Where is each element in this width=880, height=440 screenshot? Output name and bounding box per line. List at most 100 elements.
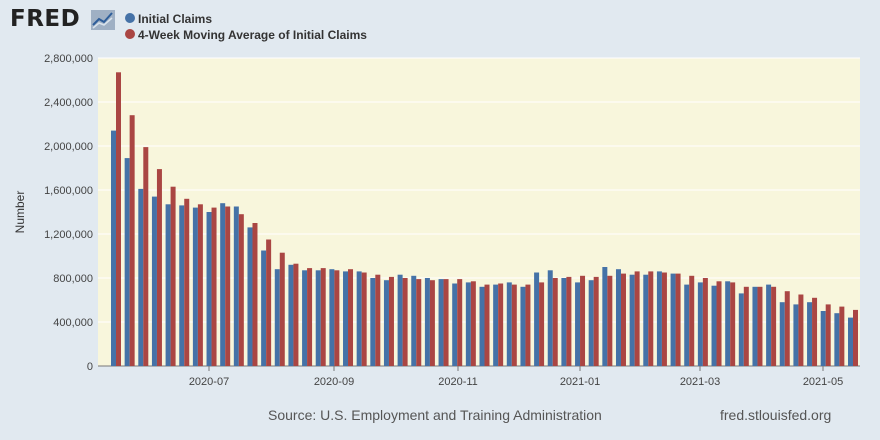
- bar-moving-average: [580, 275, 586, 366]
- bar-moving-average: [675, 273, 681, 366]
- bar-initial-claims: [848, 317, 853, 366]
- bar-moving-average: [225, 206, 231, 366]
- bar-moving-average: [593, 276, 599, 366]
- bar-moving-average: [525, 284, 531, 366]
- bar-initial-claims: [615, 269, 621, 366]
- bar-initial-claims: [588, 280, 594, 366]
- bar-moving-average: [211, 207, 217, 366]
- bar-initial-claims: [370, 278, 376, 366]
- bar-moving-average: [689, 275, 695, 366]
- bar-initial-claims: [179, 205, 185, 366]
- bar-moving-average: [129, 115, 135, 366]
- site-link[interactable]: fred.stlouisfed.org: [720, 407, 832, 423]
- bar-moving-average: [266, 239, 272, 366]
- bar-moving-average: [470, 281, 476, 366]
- bar-moving-average: [116, 72, 121, 367]
- bar-moving-average: [648, 271, 654, 366]
- chart-line-icon: [91, 10, 115, 30]
- bar-initial-claims: [111, 130, 116, 366]
- bar-initial-claims: [697, 282, 703, 366]
- bar-initial-claims: [493, 284, 499, 366]
- bar-moving-average: [238, 214, 244, 366]
- source-text: Source: U.S. Employment and Training Adm…: [268, 407, 602, 423]
- y-tick-label: 2,000,000: [44, 141, 93, 153]
- bar-initial-claims: [302, 270, 308, 366]
- bar-moving-average: [484, 284, 490, 366]
- legend-label: 4-Week Moving Average of Initial Claims: [138, 28, 367, 42]
- bar-initial-claims: [602, 267, 608, 366]
- bar-moving-average: [498, 283, 504, 366]
- x-tick-label: 2020-09: [314, 376, 354, 388]
- bar-moving-average: [279, 252, 285, 366]
- y-axis-label: Number: [13, 191, 27, 234]
- legend-item-initial-claims: Initial Claims: [125, 12, 213, 26]
- bar-initial-claims: [643, 274, 649, 366]
- bar-moving-average: [375, 274, 381, 366]
- bar-initial-claims: [151, 196, 157, 366]
- bar-initial-claims: [670, 273, 676, 366]
- bar-moving-average: [620, 273, 626, 366]
- bar-initial-claims: [656, 271, 662, 366]
- bar-initial-claims: [520, 286, 526, 366]
- legend-swatch: [125, 29, 135, 39]
- bar-initial-claims: [274, 269, 280, 366]
- y-tick-label: 2,800,000: [44, 53, 93, 65]
- y-tick-label: 400,000: [53, 317, 93, 329]
- x-tick-label: 2021-01: [560, 376, 600, 388]
- y-tick-label: 2,400,000: [44, 97, 93, 109]
- bar-initial-claims: [506, 282, 512, 366]
- bar-initial-claims: [779, 302, 785, 366]
- bar-moving-average: [170, 186, 176, 366]
- bar-initial-claims: [766, 284, 772, 366]
- bar-moving-average: [511, 284, 517, 366]
- bar-initial-claims: [807, 302, 813, 366]
- bar-moving-average: [334, 270, 340, 366]
- bar-initial-claims: [793, 304, 799, 366]
- y-tick-label: 1,200,000: [44, 229, 93, 241]
- legend-swatch: [125, 13, 135, 23]
- bar-moving-average: [661, 272, 667, 366]
- bar-initial-claims: [465, 282, 471, 366]
- bar-initial-claims: [192, 207, 198, 366]
- bar-moving-average: [634, 271, 640, 366]
- bar-initial-claims: [329, 269, 335, 366]
- bar-moving-average: [853, 309, 858, 366]
- bar-initial-claims: [261, 250, 267, 366]
- y-tick-label: 1,600,000: [44, 185, 93, 197]
- bar-moving-average: [771, 286, 777, 366]
- bar-moving-average: [416, 279, 422, 366]
- bar-initial-claims: [547, 270, 553, 366]
- legend-label: Initial Claims: [138, 12, 213, 26]
- bar-moving-average: [566, 276, 572, 366]
- bar-initial-claims: [438, 279, 444, 366]
- bar-moving-average: [307, 268, 313, 366]
- bar-moving-average: [743, 286, 749, 366]
- bar-initial-claims: [397, 274, 403, 366]
- bar-initial-claims: [534, 272, 540, 366]
- bar-initial-claims: [165, 204, 171, 366]
- bar-initial-claims: [288, 264, 294, 366]
- bar-initial-claims: [124, 158, 130, 366]
- bar-moving-average: [361, 272, 367, 366]
- bar-initial-claims: [411, 275, 417, 366]
- bar-initial-claims: [725, 281, 731, 366]
- bar-moving-average: [348, 269, 354, 366]
- bar-initial-claims: [561, 278, 567, 366]
- bar-moving-average: [539, 282, 545, 366]
- fred-logo[interactable]: FRED: [10, 6, 81, 32]
- bar-initial-claims: [575, 282, 581, 366]
- y-tick-label: 800,000: [53, 273, 93, 285]
- bar-moving-average: [730, 282, 736, 366]
- x-tick-label: 2021-05: [803, 376, 843, 388]
- bar-moving-average: [197, 204, 203, 366]
- bar-moving-average: [798, 294, 804, 366]
- bar-initial-claims: [452, 283, 458, 366]
- bar-moving-average: [607, 275, 613, 366]
- bar-moving-average: [443, 279, 449, 366]
- bar-initial-claims: [752, 286, 758, 366]
- bar-initial-claims: [738, 293, 744, 366]
- bar-moving-average: [293, 263, 299, 366]
- bar-moving-average: [839, 306, 845, 366]
- bar-moving-average: [812, 297, 818, 366]
